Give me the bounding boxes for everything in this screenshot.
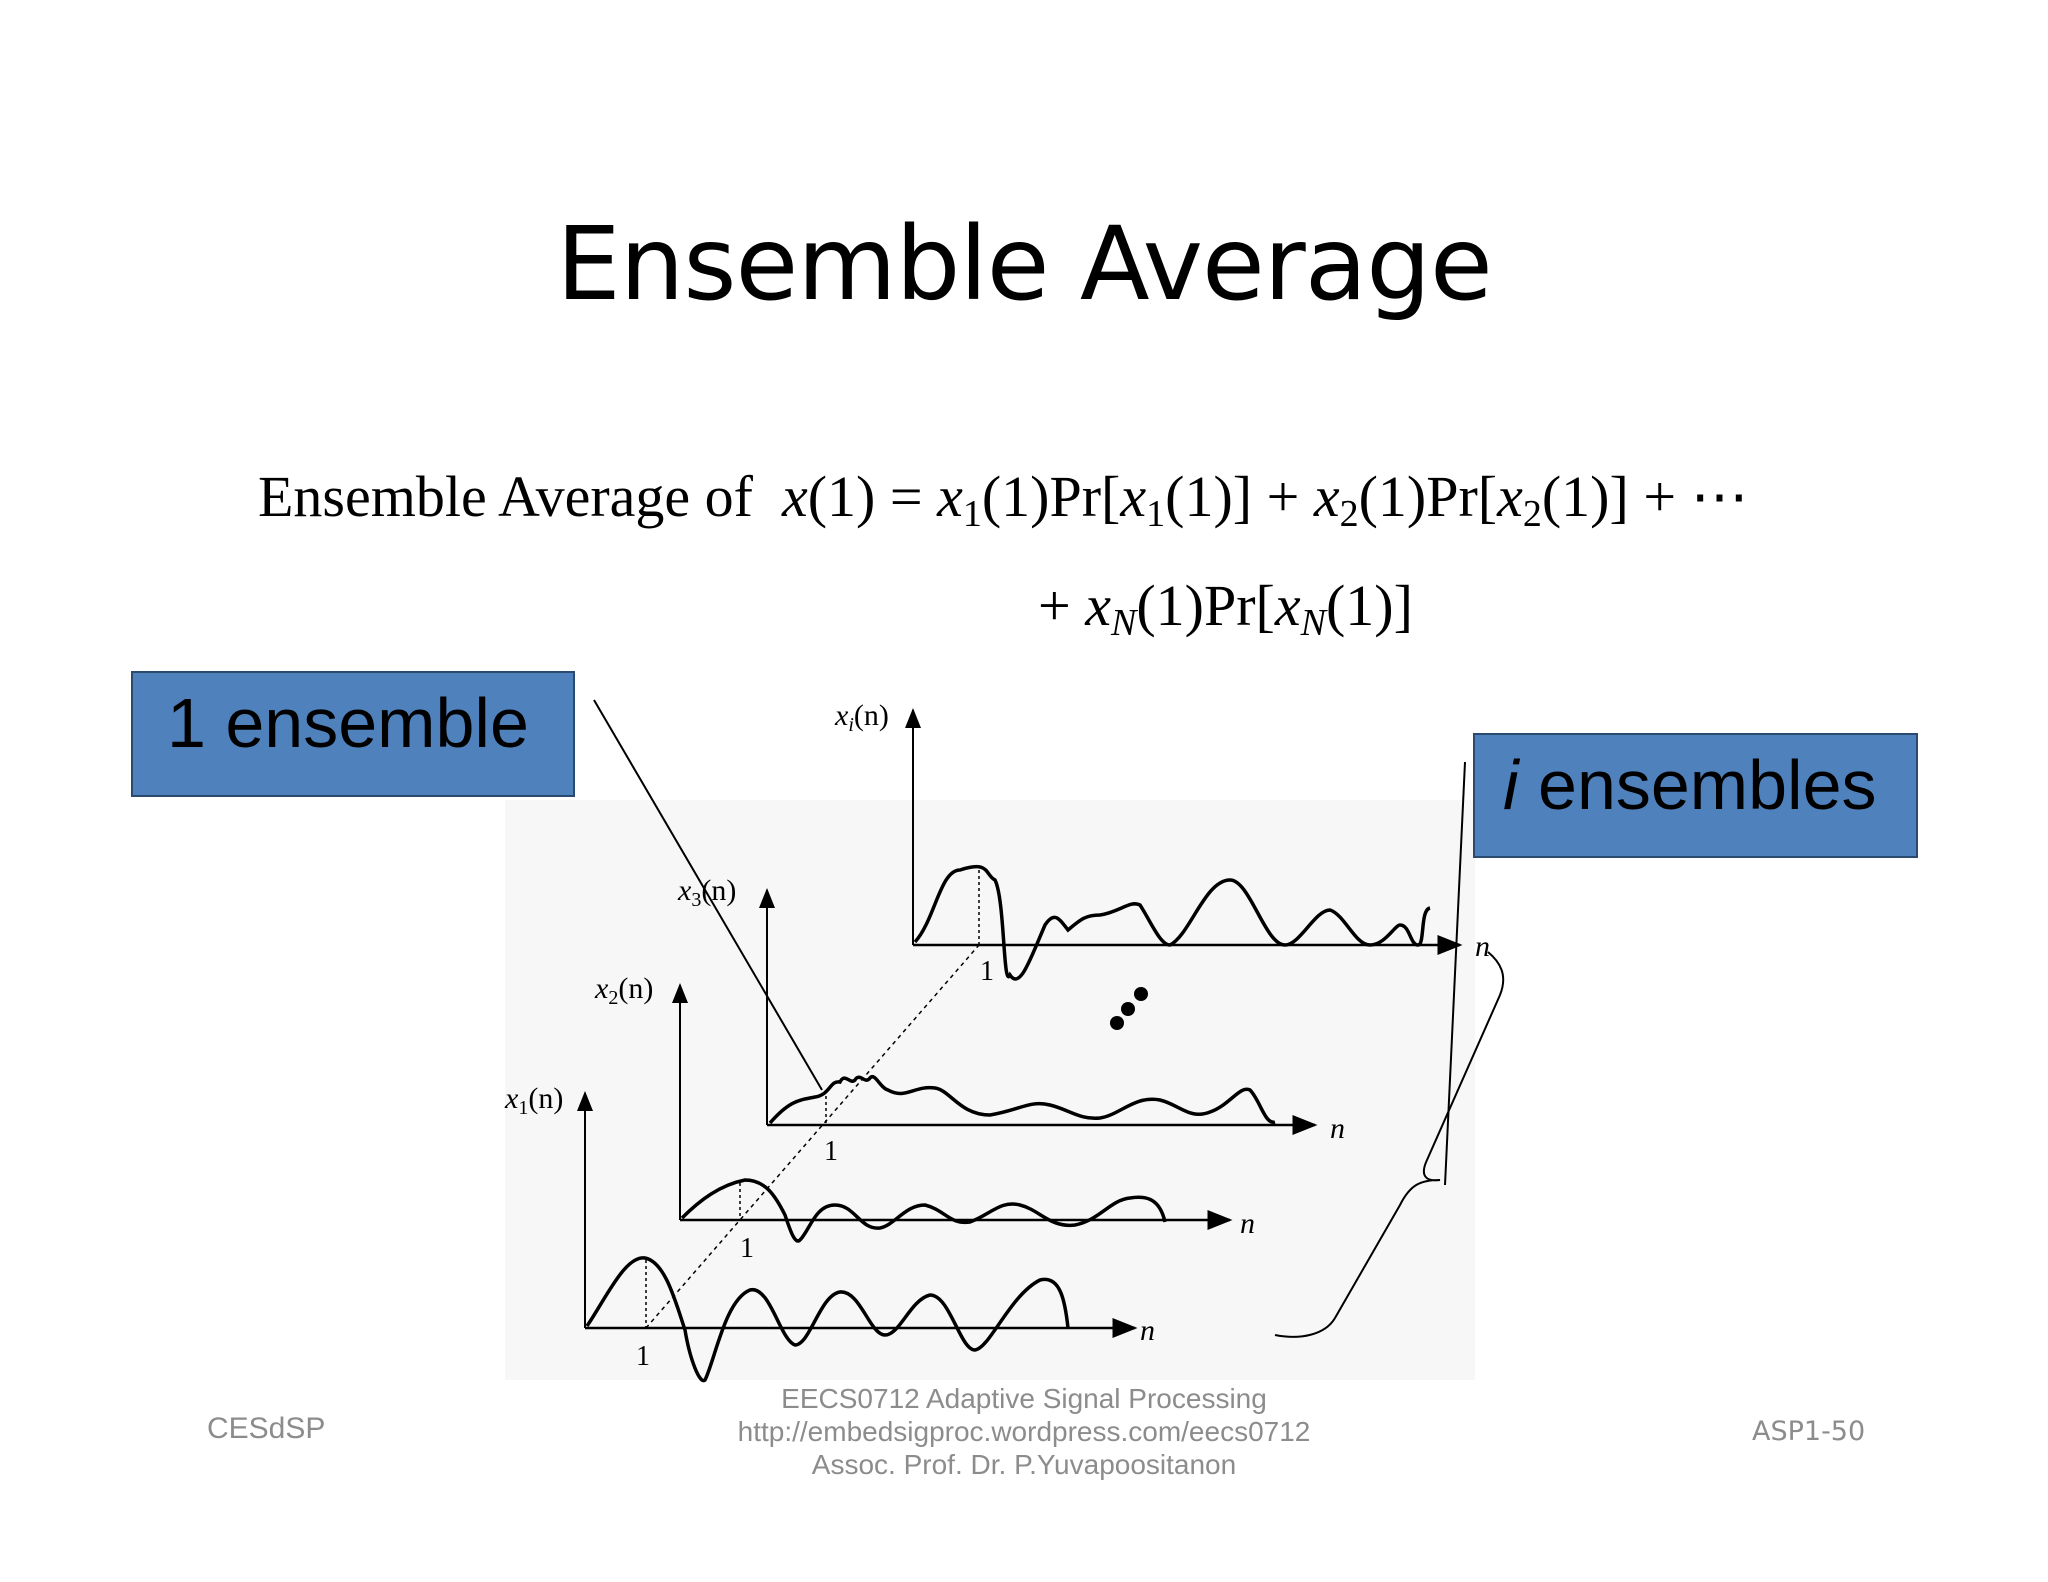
footer-course: EECS0712 Adaptive Signal Processing: [781, 1383, 1267, 1414]
formula-lhs-text: Ensemble Average of: [258, 464, 753, 529]
diagram-background: [505, 800, 1475, 1380]
x2-n-label: n: [1240, 1207, 1255, 1240]
x1-axis-label: x1(n): [504, 1082, 563, 1119]
x1-waveform: [585, 1256, 1070, 1383]
ensembles-brace: [1274, 951, 1505, 1338]
ellipsis-dots: [1110, 987, 1148, 1030]
signal-xi: xi(n) 1 n: [834, 699, 1490, 987]
i-ensembles-callout-text: ensembles: [1518, 746, 1877, 824]
x3-tick-one: 1: [824, 1136, 838, 1167]
slide-number: ASP1-50: [1752, 1416, 1866, 1447]
x2-axis-label: x2(n): [594, 972, 653, 1009]
x2-waveform: [680, 1178, 1167, 1243]
x1-n-label: n: [1140, 1314, 1155, 1347]
x3-axis-label: x3(n): [677, 874, 736, 911]
xi-tick-one: 1: [980, 956, 994, 987]
i-ensembles-pointer: [1444, 761, 1466, 1186]
signal-x3: x3(n) 1 n: [677, 874, 1345, 1167]
xi-axis-label: xi(n): [834, 699, 889, 736]
one-ensemble-callout: 1 ensemble: [131, 671, 575, 797]
signal-x1: x1(n) 1 n: [504, 1082, 1155, 1383]
x1-tick-one: 1: [636, 1341, 650, 1372]
footer-center: EECS0712 Adaptive Signal Processing http…: [0, 1382, 2048, 1481]
footer-left: CESdSP: [207, 1412, 326, 1445]
slide-title: Ensemble Average: [556, 205, 1492, 324]
i-ensembles-callout-index: i: [1503, 746, 1519, 824]
x3-waveform: [768, 1074, 1276, 1125]
x2-tick-one: 1: [740, 1233, 754, 1264]
one-ensemble-pointer: [593, 699, 823, 1091]
i-ensembles-callout: i ensembles: [1473, 733, 1918, 858]
formula-line-2: + xN(1)Pr[xN(1)]: [1038, 573, 1413, 644]
formula-line-1: Ensemble Average of x(1) = x1(1)Pr[x1(1)…: [258, 464, 1749, 535]
xi-waveform: [913, 864, 1431, 981]
footer-author: Assoc. Prof. Dr. P.Yuvapoositanon: [811, 1449, 1237, 1480]
x3-n-label: n: [1330, 1112, 1345, 1145]
signal-x2: x2(n) 1 n: [594, 972, 1255, 1264]
footer-url: http://embedsigproc.wordpress.com/eecs07…: [737, 1416, 1311, 1447]
xi-n-label: n: [1475, 930, 1490, 963]
